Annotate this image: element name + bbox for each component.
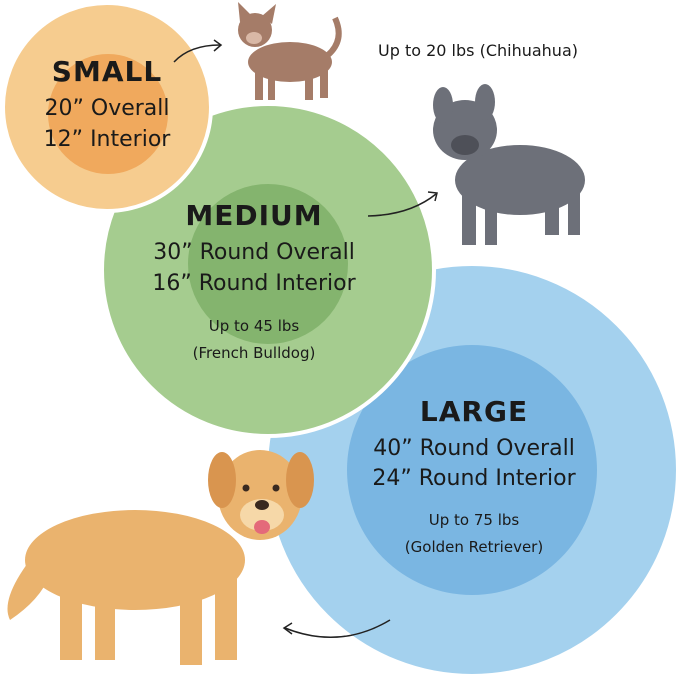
arrow-medium-icon (367, 191, 438, 217)
large-weight: Up to 75 lbs (428, 511, 520, 529)
small-overall: 20” Overall (44, 96, 170, 121)
medium-breed: (French Bulldog) (192, 344, 316, 362)
medium-overall: 30” Round Overall (153, 240, 355, 265)
large-overall: 40” Round Overall (373, 436, 575, 461)
medium-title: MEDIUM (185, 199, 323, 232)
arrow-small-icon (173, 39, 223, 63)
medium-weight: Up to 45 lbs (208, 317, 300, 335)
large-inner-circle (347, 345, 597, 595)
large-breed: (Golden Retriever) (404, 538, 544, 556)
small-title: SMALL (51, 55, 163, 88)
small-weight: Up to 20 lbs (Chihuahua) (378, 41, 578, 60)
large-title: LARGE (419, 395, 529, 428)
chihuahua-icon (238, 2, 342, 100)
golden-retriever-icon (7, 450, 314, 665)
large-interior: 24” Round Interior (372, 466, 576, 491)
small-interior: 12” Interior (43, 127, 171, 152)
arrow-large-icon (282, 619, 391, 639)
medium-interior: 16” Round Interior (152, 271, 356, 296)
small-inner-circle (48, 54, 168, 174)
french-bulldog-icon (433, 84, 585, 245)
medium-inner-circle (188, 184, 348, 344)
